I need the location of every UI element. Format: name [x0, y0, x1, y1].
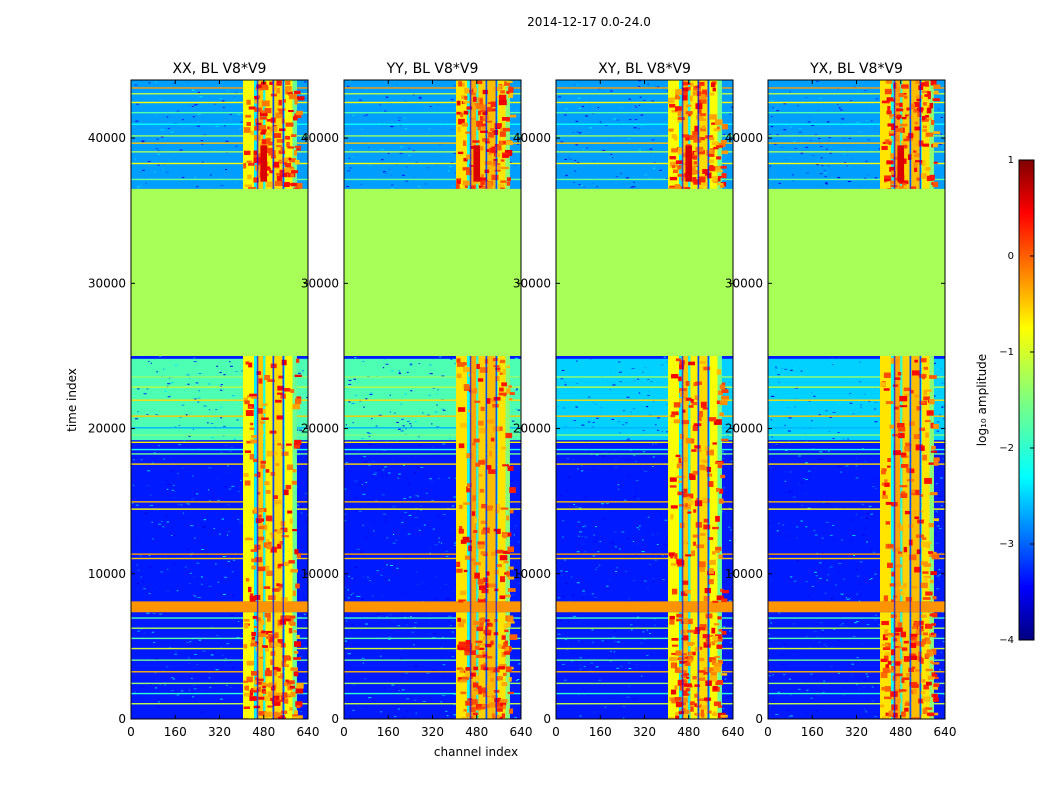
- colorbar-tick-label: −2: [999, 443, 1014, 454]
- heatmap-image: [131, 80, 308, 719]
- y-tick-label: 40000: [301, 131, 339, 145]
- x-tick-label: 480: [252, 725, 275, 739]
- y-tick-label: 30000: [725, 276, 763, 290]
- x-tick-label: 320: [845, 725, 868, 739]
- x-tick-label: 320: [208, 725, 231, 739]
- panel-title: YY, BL V8*V9: [386, 61, 479, 77]
- x-tick-label: 480: [465, 725, 488, 739]
- y-tick-label: 20000: [513, 422, 551, 436]
- panels: XX, BL V8*V9 0 160 320 480 640 0 10000 20000 3000…: [88, 61, 957, 739]
- x-tick-label: 0: [340, 725, 348, 739]
- y-tick-label: 10000: [88, 567, 126, 581]
- y-tick-label: 0: [755, 712, 763, 726]
- x-tick-label: 320: [633, 725, 656, 739]
- heatmap-image: [768, 80, 945, 719]
- x-tick-label: 0: [552, 725, 560, 739]
- colorbar-tick-label: 1: [1008, 155, 1014, 166]
- y-tick-label: 0: [118, 712, 126, 726]
- panel-xx: XX, BL V8*V9 0 160 320 480 640 0 10000 20000 3000…: [88, 61, 320, 739]
- x-tick-label: 480: [889, 725, 912, 739]
- panel-title: XX, BL V8*V9: [173, 61, 267, 77]
- x-tick-label: 160: [164, 725, 187, 739]
- colorbar-ticks: 1 0 −1 −2 −3 −4: [999, 155, 1034, 646]
- colorbar: 1 0 −1 −2 −3 −4 log₁₀ amplitude: [975, 155, 1035, 646]
- heatmap-image: [556, 80, 733, 719]
- colorbar-tick-label: −3: [999, 539, 1014, 550]
- panel-yx: YX, BL V8*V9 0 160 320 480 640 0 10000 20000 3000…: [725, 61, 957, 739]
- y-tick-label: 10000: [513, 567, 551, 581]
- colorbar-tick-label: −1: [999, 347, 1014, 358]
- colorbar-tick-label: −4: [999, 635, 1014, 646]
- y-tick-label: 40000: [725, 131, 763, 145]
- y-axis-label: time index: [65, 368, 79, 432]
- panel-title: XY, BL V8*V9: [598, 61, 691, 77]
- x-tick-label: 160: [377, 725, 400, 739]
- panel-yy: YY, BL V8*V9 0 160 320 480 640 0 10000 20000 3000…: [301, 61, 533, 739]
- y-tick-label: 20000: [725, 422, 763, 436]
- heatmap-image: [344, 80, 521, 719]
- x-tick-label: 480: [677, 725, 700, 739]
- panel-title: YX, BL V8*V9: [809, 61, 903, 77]
- x-tick-label: 640: [934, 725, 957, 739]
- y-tick-label: 20000: [301, 422, 339, 436]
- y-tick-label: 10000: [725, 567, 763, 581]
- y-tick-label: 0: [331, 712, 339, 726]
- x-tick-label: 640: [722, 725, 745, 739]
- y-tick-label: 30000: [301, 276, 339, 290]
- y-tick-label: 30000: [513, 276, 551, 290]
- x-tick-label: 640: [297, 725, 320, 739]
- x-tick-label: 0: [764, 725, 772, 739]
- x-tick-label: 0: [127, 725, 135, 739]
- colorbar-gradient: [1018, 159, 1035, 641]
- y-tick-label: 30000: [88, 276, 126, 290]
- x-axis-label: channel index: [434, 745, 518, 759]
- colorbar-label: log₁₀ amplitude: [975, 354, 989, 446]
- x-tick-label: 640: [510, 725, 533, 739]
- y-tick-label: 0: [543, 712, 551, 726]
- panel-xy: XY, BL V8*V9 0 160 320 480 640 0 10000 20000 3000…: [513, 61, 745, 739]
- x-tick-label: 160: [801, 725, 824, 739]
- y-tick-label: 10000: [301, 567, 339, 581]
- y-tick-label: 40000: [88, 131, 126, 145]
- y-tick-label: 40000: [513, 131, 551, 145]
- colorbar-tick-label: 0: [1008, 251, 1014, 262]
- x-tick-label: 320: [421, 725, 444, 739]
- y-tick-label: 20000: [88, 422, 126, 436]
- figure-title: 2014-12-17 0.0-24.0: [527, 15, 651, 29]
- x-tick-label: 160: [589, 725, 612, 739]
